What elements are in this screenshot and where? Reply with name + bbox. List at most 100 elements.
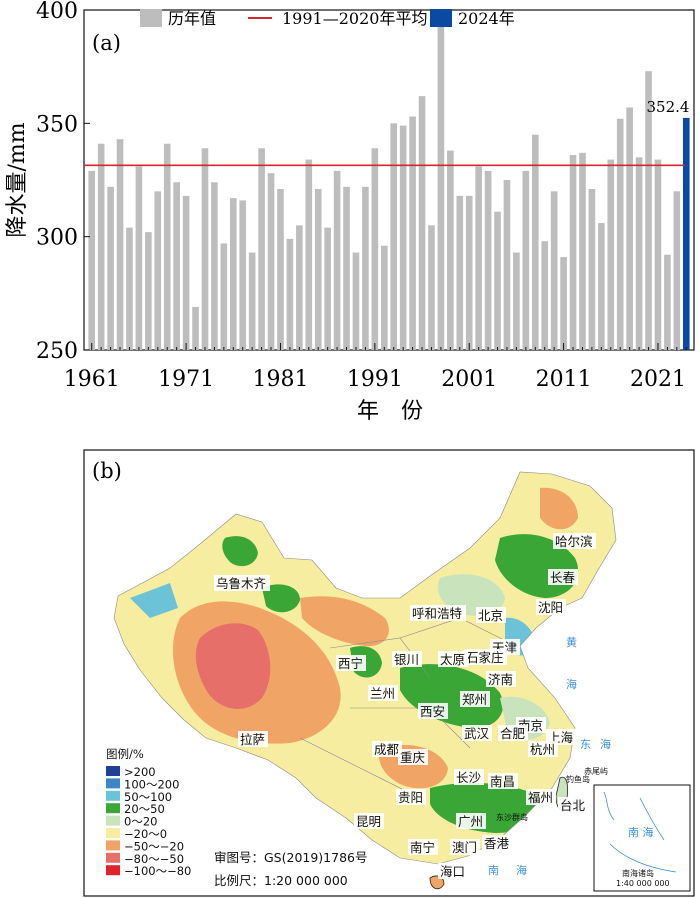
inset-title: 南海诸岛 (622, 868, 654, 878)
anomaly-region-green-tianshan (262, 584, 300, 613)
bar-1963 (107, 186, 114, 350)
city-label-bg-33 (438, 863, 468, 879)
bar-1992 (380, 245, 388, 350)
y-tick-label-350: 350 (36, 112, 78, 137)
bar-1962 (97, 143, 105, 350)
city-label-32: 香港 (484, 836, 510, 851)
inset-scale: 1:40 000 000 (616, 879, 670, 888)
city-label-23: 长沙 (456, 770, 482, 785)
city-label-bg-1 (553, 533, 596, 549)
city-label-bg-30 (408, 839, 438, 855)
legend-label-b-2: 50～100 (124, 790, 172, 804)
bar-2023 (673, 191, 681, 350)
anomaly-region-orange-heilongjiang (540, 487, 578, 530)
south-china-sea-inset: 南 海 南海诸岛 1:40 000 000 (593, 784, 691, 892)
bar-2000 (456, 195, 464, 350)
anomaly-region-blue-northwest (130, 583, 178, 618)
review-number: 审图号：GS(2019)1786号 (214, 850, 368, 865)
bar-2020 (645, 71, 652, 350)
city-label-bg-31 (450, 839, 480, 855)
bar-1970 (173, 182, 180, 350)
city-label-bg-14 (418, 703, 448, 719)
y-axis-label: 降水量/mm (5, 122, 30, 237)
legend-swatch-2024 (430, 9, 452, 27)
legend-swatch-b-5 (106, 828, 120, 838)
city-label-bg-16 (498, 725, 528, 741)
sea-label-hai-2: 海 (600, 737, 611, 751)
bar-1985 (314, 189, 322, 350)
bar-1981 (277, 189, 284, 350)
bar-2021 (654, 159, 662, 350)
legend-label-average: 1991—2020年平均 (282, 9, 427, 28)
y-tick-label-250: 250 (36, 339, 78, 364)
legend-label-b-1: 100～200 (124, 777, 179, 791)
city-label-bg-8 (438, 651, 468, 667)
bar-1988 (343, 186, 350, 350)
bar-1964 (116, 139, 124, 350)
city-label-0: 乌鲁木齐 (216, 576, 267, 591)
bar-1991 (371, 148, 379, 350)
city-label-29: 广州 (458, 814, 483, 829)
city-label-1: 哈尔滨 (555, 534, 593, 549)
legend-label-b-3: 20～50 (124, 802, 165, 816)
legend-swatch-b-4 (106, 815, 120, 826)
x-axis-label: 年 份 (357, 399, 423, 424)
bar-1977 (239, 200, 247, 350)
city-label-21: 重庆 (400, 750, 426, 765)
bar-1995 (409, 116, 416, 351)
bar-2014 (588, 189, 596, 350)
bar-1984 (305, 159, 313, 350)
x-tick-label-1971: 1971 (158, 367, 214, 392)
legend-swatch-b-2 (106, 790, 120, 801)
inset-sea-label: 南 海 (628, 825, 654, 839)
city-label-bg-22 (238, 731, 268, 747)
city-label-18: 武汉 (464, 726, 490, 741)
bar-1990 (362, 186, 369, 350)
x-tick-label-1991: 1991 (347, 367, 403, 392)
city-label-7: 石家庄 (466, 650, 504, 665)
bar-2016 (607, 159, 615, 350)
bar-1965 (126, 227, 133, 350)
city-label-16: 合肥 (500, 726, 526, 741)
highlight-value-label: 352.4 (647, 98, 690, 116)
bar-1994 (399, 125, 407, 350)
city-label-12: 兰州 (370, 686, 395, 701)
city-label-19: 杭州 (530, 742, 555, 757)
bar-1961 (88, 170, 96, 350)
legend-a: 历年值 1991—2020年平均 2024年 (140, 9, 515, 28)
city-label-bg-32 (482, 835, 512, 851)
city-label-14: 西安 (420, 704, 445, 719)
city-label-26: 福州 (528, 790, 553, 805)
x-tick-label-2011: 2011 (536, 367, 592, 392)
legend-swatch-b-1 (106, 778, 120, 789)
city-label-bg-27 (558, 797, 588, 813)
annual-precipitation-bar-chart: 250 300 350 400 1961 1971 1981 1991 2001 2011 2021… (5, 0, 695, 424)
city-label-28: 昆明 (356, 814, 381, 829)
city-label-bg-29 (456, 813, 486, 829)
city-label-33: 海口 (440, 864, 465, 879)
city-label-bg-4 (410, 605, 466, 621)
city-label-13: 郑州 (462, 692, 487, 707)
city-label-bg-11 (392, 651, 422, 667)
city-label-bg-2 (548, 569, 578, 585)
bar-1993 (390, 123, 398, 350)
panel-label-b: (b) (92, 459, 122, 483)
city-label-5: 北京 (478, 608, 503, 623)
bar-2018 (626, 107, 633, 350)
legend-b: 图例/% >200100～20050～10020～500～20−20～0−50～… (106, 747, 191, 878)
bar-2006 (513, 252, 520, 350)
city-label-bg-18 (462, 725, 492, 741)
legend-swatch-b-8 (106, 865, 120, 876)
bar-1967 (145, 232, 152, 350)
bar-1983 (296, 225, 303, 350)
island-label-diaoyu: 钓鱼岛 (566, 774, 590, 784)
city-label-24: 南昌 (490, 774, 515, 789)
bar-1969 (163, 143, 171, 350)
city-label-bg-9 (486, 671, 516, 687)
bar-1974 (211, 182, 218, 350)
bar-2003 (484, 170, 492, 350)
bar-2010 (550, 191, 558, 350)
bar-2012 (569, 155, 577, 350)
city-label-3: 沈阳 (538, 600, 563, 615)
